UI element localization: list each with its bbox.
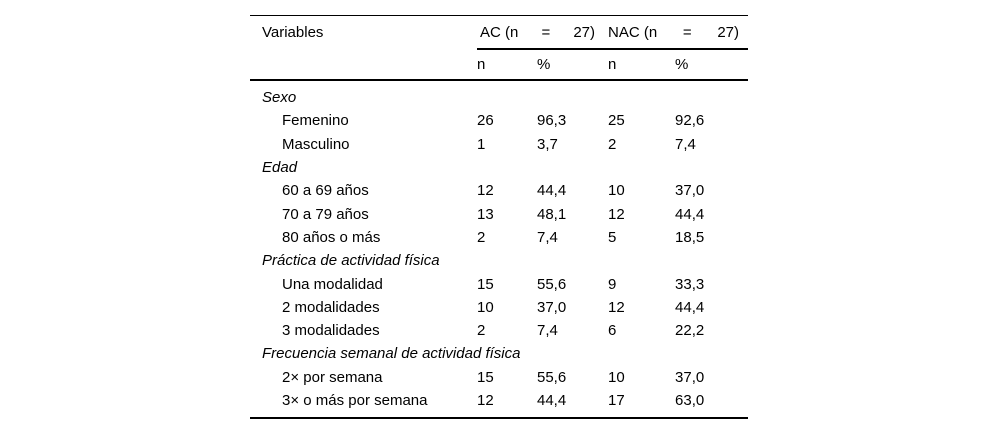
cell-nac-n: 17 (608, 388, 676, 420)
table-row: 70 a 79 años 13 48,1 12 44,4 (250, 202, 748, 225)
table-header-group-row: Variables AC (n = 27) NAC (n = 27) (250, 15, 749, 50)
group-ac-equals: = (541, 23, 551, 41)
cell-ac-pct: 37,0 (537, 298, 567, 316)
row-label: 80 años o más (282, 228, 381, 246)
cell-ac-n: 26 (477, 112, 494, 130)
row-label: 3 modalidades (282, 322, 380, 340)
cell-ac-pct: 7,4 (537, 228, 558, 246)
cell-ac-pct: 44,4 (537, 388, 609, 420)
cell-nac-n: 6 (608, 322, 617, 340)
cell-nac-pct: 44,4 (675, 298, 705, 316)
cell-ac-n: 13 (477, 205, 494, 223)
subheader-nac-pct: % (675, 49, 749, 81)
table-row: Masculino 1 3,7 2 7,4 (250, 133, 748, 156)
cell-nac-pct: 63,0 (675, 388, 749, 420)
cell-ac-n: 1 (477, 135, 486, 153)
cell-ac-pct: 7,4 (537, 322, 558, 340)
table-row: 3× o más por semana 12 44,4 17 63,0 (250, 388, 749, 420)
row-label: 2 modalidades (282, 298, 380, 316)
subheader-empty (250, 49, 477, 81)
subheader-nac-n: n (608, 49, 676, 81)
group-nac-count: 27) (717, 23, 740, 41)
section-title-row: Sexo (250, 80, 748, 109)
cell-ac-pct: 48,1 (537, 205, 567, 223)
cell-nac-pct: 44,4 (675, 205, 705, 223)
cell-ac-pct: 96,3 (537, 112, 567, 130)
row-label: 2× por semana (282, 368, 383, 386)
section-title: Edad (262, 159, 298, 177)
row-label: 60 a 69 años (282, 182, 369, 200)
table-row: 2× por semana 15 55,6 10 37,0 (250, 366, 748, 389)
column-header-variables: Variables (250, 15, 477, 49)
cell-ac-n: 2 (477, 228, 486, 246)
cell-ac-n: 12 (477, 182, 494, 200)
cell-nac-pct: 7,4 (675, 135, 696, 153)
cell-nac-n: 10 (608, 368, 625, 386)
cell-nac-n: 9 (608, 275, 617, 293)
column-header-group-nac: NAC (n = 27) (608, 15, 749, 50)
row-label: 70 a 79 años (282, 205, 369, 223)
section-title-row: Edad (250, 156, 748, 179)
cell-ac-n: 15 (477, 368, 494, 386)
cell-nac-pct: 22,2 (675, 322, 705, 340)
cell-ac-pct: 55,6 (537, 368, 567, 386)
cell-nac-n: 10 (608, 182, 625, 200)
cell-nac-pct: 33,3 (675, 275, 705, 293)
cell-ac-n: 15 (477, 275, 494, 293)
subheader-ac-pct: % (537, 49, 609, 81)
cell-nac-n: 12 (608, 205, 625, 223)
row-label: 3× o más por semana (250, 388, 477, 420)
cell-ac-pct: 44,4 (537, 182, 567, 200)
cell-ac-n: 2 (477, 322, 486, 340)
cell-ac-pct: 55,6 (537, 275, 567, 293)
section-title: Sexo (262, 89, 297, 107)
cell-nac-n: 25 (608, 112, 625, 130)
row-label: Una modalidad (282, 275, 383, 293)
table-row: 2 modalidades 10 37,0 12 44,4 (250, 296, 748, 319)
group-ac-count: 27) (573, 23, 596, 41)
cell-nac-pct: 37,0 (675, 368, 705, 386)
cell-nac-n: 5 (608, 228, 617, 246)
section-title-row: Frecuencia semanal de actividad física (250, 342, 748, 365)
group-ac-name: AC (n (480, 23, 519, 41)
section-title-row: Práctica de actividad física (250, 249, 748, 272)
group-nac-name: NAC (n (608, 23, 658, 41)
group-nac-equals: = (682, 23, 692, 41)
paper-table-container: Variables AC (n = 27) NAC (n = 27) (250, 15, 749, 420)
section-title: Frecuencia semanal de actividad física (262, 345, 521, 363)
cell-ac-pct: 3,7 (537, 135, 558, 153)
column-header-group-ac: AC (n = 27) (477, 15, 609, 50)
subheader-ac-n: n (477, 49, 537, 81)
cell-nac-n: 2 (608, 135, 617, 153)
statistics-table: Variables AC (n = 27) NAC (n = 27) (250, 15, 749, 420)
cell-nac-pct: 37,0 (675, 182, 705, 200)
cell-ac-n: 10 (477, 298, 494, 316)
table-header-sub-row: n % n % (250, 49, 749, 81)
row-label: Femenino (282, 112, 349, 130)
cell-ac-n: 12 (477, 388, 537, 420)
table-row: 3 modalidades 2 7,4 6 22,2 (250, 319, 748, 342)
cell-nac-pct: 18,5 (675, 228, 705, 246)
table-row: 60 a 69 años 12 44,4 10 37,0 (250, 179, 748, 202)
table-row: Una modalidad 15 55,6 9 33,3 (250, 272, 748, 295)
row-label: Masculino (282, 135, 350, 153)
section-title: Práctica de actividad física (262, 252, 440, 270)
cell-nac-n: 12 (608, 298, 625, 316)
cell-nac-pct: 92,6 (675, 112, 705, 130)
table-row: 80 años o más 2 7,4 5 18,5 (250, 226, 748, 249)
table-row: Femenino 26 96,3 25 92,6 (250, 109, 748, 132)
